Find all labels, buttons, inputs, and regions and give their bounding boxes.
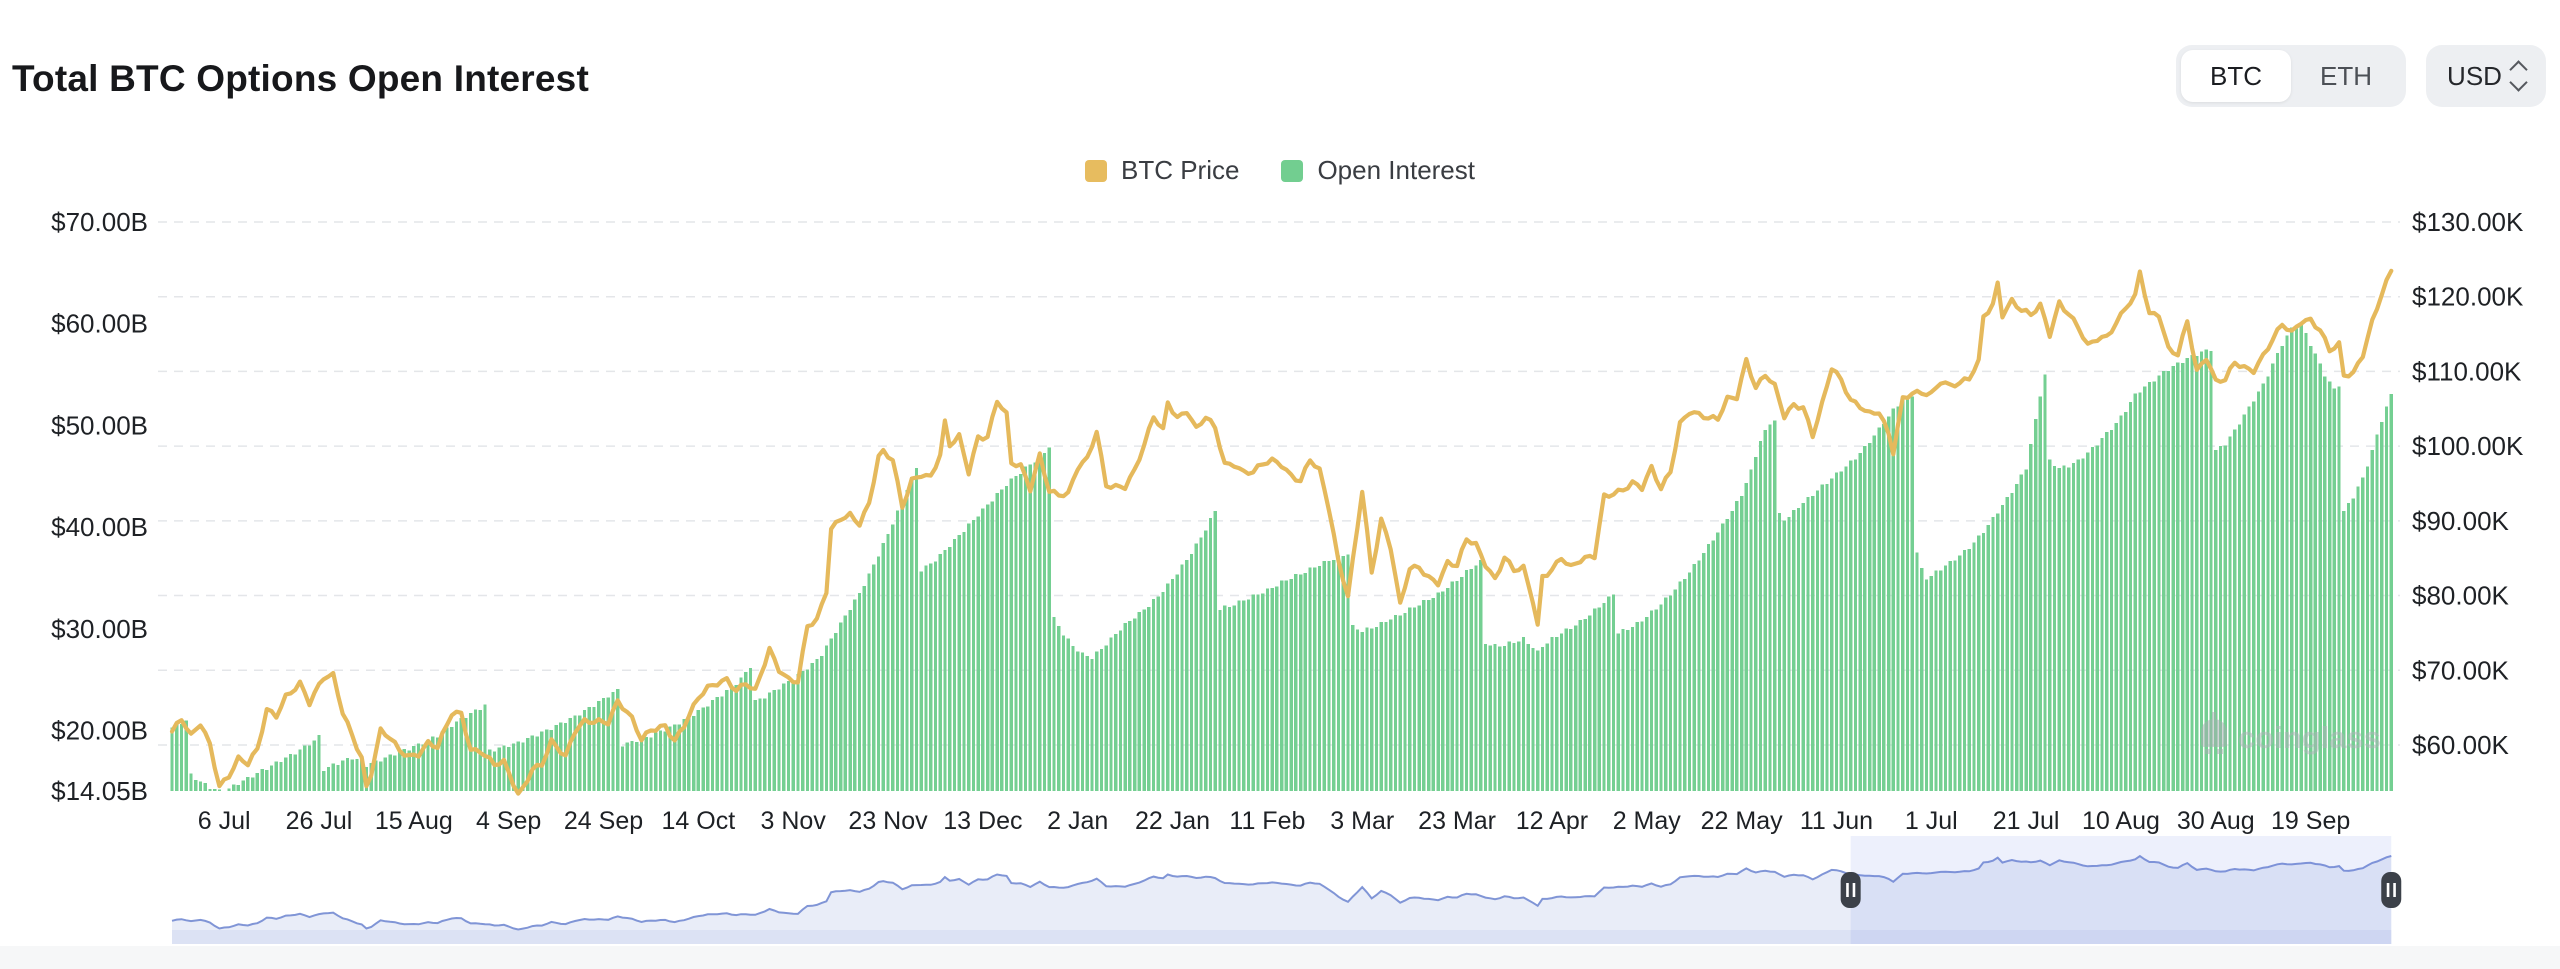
svg-text:$100.00K: $100.00K [2412,431,2524,461]
open-interest-bars [170,323,2393,791]
toggle-btc-button[interactable]: BTC [2181,50,2291,102]
page-bottom-strip [0,946,2560,969]
svg-text:$14.05B: $14.05B [51,776,148,806]
svg-text:$70.00K: $70.00K [2412,655,2510,685]
navigator-left-handle[interactable] [1840,872,1861,908]
legend-label: Open Interest [1317,155,1475,185]
svg-text:12 Apr: 12 Apr [1516,807,1588,835]
svg-text:19 Sep: 19 Sep [2271,807,2350,835]
navigator-line [171,854,2392,931]
svg-text:$60.00K: $60.00K [2412,730,2510,760]
coinglass-logo-icon [2201,712,2227,754]
svg-text:2 May: 2 May [1613,807,1682,835]
svg-text:$50.00B: $50.00B [51,410,148,440]
legend-item-open-interest[interactable]: Open Interest [1281,155,1475,186]
svg-text:23 Nov: 23 Nov [848,807,928,835]
watermark-text: coinglass [2238,720,2381,755]
svg-text:13 Dec: 13 Dec [943,807,1022,835]
navigator[interactable] [171,836,2402,944]
svg-text:30 Aug: 30 Aug [2177,807,2255,835]
svg-text:$30.00B: $30.00B [51,614,148,644]
svg-text:11 Feb: 11 Feb [1229,807,1305,835]
svg-text:21 Jul: 21 Jul [1993,807,2060,835]
x-axis-labels: 6 Jul 26 Jul 15 Aug 4 Sep 24 Sep 14 Oct 3 Nov 2… [198,807,2351,835]
btc-price-line [169,268,2394,796]
svg-text:3 Mar: 3 Mar [1330,807,1394,835]
svg-text:14 Oct: 14 Oct [662,807,736,835]
svg-text:4 Sep: 4 Sep [476,807,541,835]
coinglass-watermark: coinglass [2201,712,2381,755]
svg-text:$60.00B: $60.00B [51,309,148,339]
navigator-right-handle[interactable] [2381,872,2402,908]
svg-text:10 Aug: 10 Aug [2082,807,2160,835]
svg-text:3 Nov: 3 Nov [761,807,827,835]
grid-lines [158,221,2400,746]
svg-text:22 May: 22 May [1701,807,1783,835]
left-axis-labels: $70.00B $60.00B $50.00B $40.00B $30.00B $20.0… [51,207,148,806]
navigator-area [172,856,2392,944]
chart-legend: BTC Price Open Interest [0,155,2560,186]
svg-text:$80.00K: $80.00K [2412,581,2510,611]
svg-text:$120.00K: $120.00K [2412,282,2524,312]
currency-select-value: USD [2447,60,2502,91]
svg-text:$90.00K: $90.00K [2412,506,2510,536]
currency-select[interactable]: USD [2426,45,2546,107]
asset-toggle: BTC ETH [2176,45,2406,107]
svg-text:$110.00K: $110.00K [2412,356,2522,386]
legend-item-btc-price[interactable]: BTC Price [1084,155,1240,186]
navigator-base-strip [172,930,2392,944]
svg-text:1 Jul: 1 Jul [1905,807,1958,835]
svg-text:26 Jul: 26 Jul [286,807,353,835]
svg-text:24 Sep: 24 Sep [564,807,643,835]
page-title: Total BTC Options Open Interest [12,58,589,99]
open-interest-swatch [1281,159,1304,182]
svg-text:6 Jul: 6 Jul [198,807,251,835]
svg-text:$70.00B: $70.00B [51,207,148,237]
toggle-eth-button[interactable]: ETH [2291,50,2401,102]
svg-text:$20.00B: $20.00B [51,715,148,745]
svg-text:22 Jan: 22 Jan [1135,807,1210,835]
svg-text:$40.00B: $40.00B [51,512,148,542]
svg-text:15 Aug: 15 Aug [375,807,453,835]
svg-text:$130.00K: $130.00K [2412,207,2524,237]
svg-text:11 Jun: 11 Jun [1800,807,1873,835]
svg-text:2 Jan: 2 Jan [1047,807,1108,835]
right-axis-labels: $130.00K $120.00K $110.00K $100.00K $90.00K $… [2412,207,2524,760]
btc-price-swatch [1084,159,1107,182]
svg-text:23 Mar: 23 Mar [1418,807,1496,835]
legend-label: BTC Price [1120,155,1240,185]
header-controls: BTC ETH USD [2176,45,2546,107]
navigator-selection[interactable] [1850,836,2392,944]
